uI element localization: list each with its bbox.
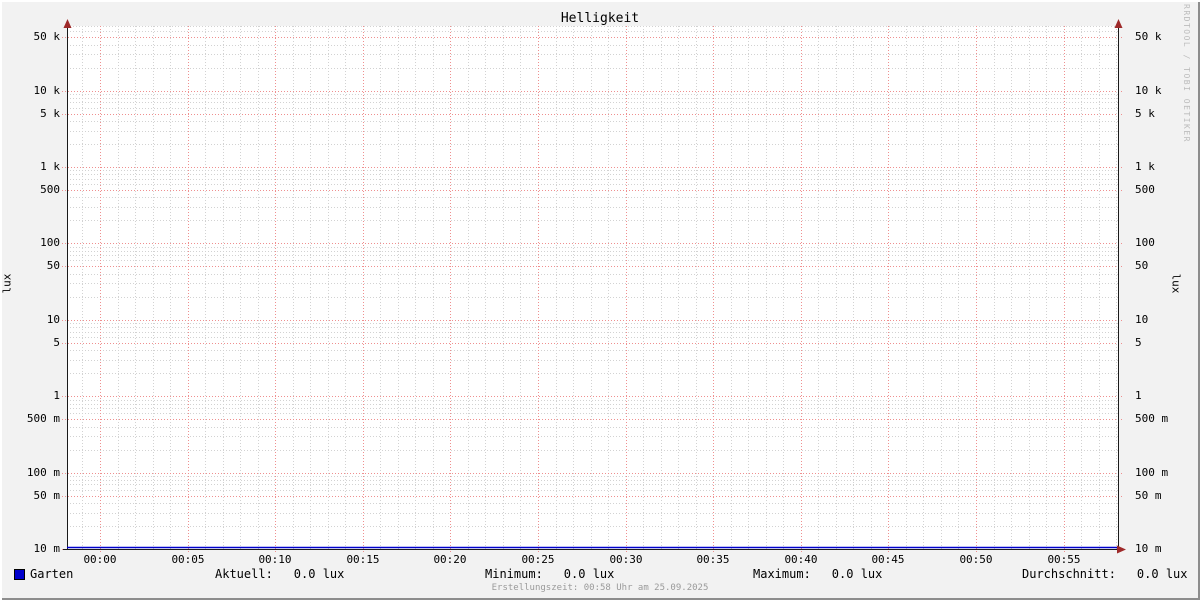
y-tick-label-left: 10 k xyxy=(33,84,61,97)
y-tick-label-right: 10 k xyxy=(1135,84,1162,97)
y-tick-label-left: 50 m xyxy=(33,489,61,502)
y-tick-label-right: 50 k xyxy=(1135,30,1162,43)
y-tick-label-right: 10 xyxy=(1135,313,1149,326)
stat-durchschnitt: Durchschnitt: 0.0 lux xyxy=(1022,567,1188,581)
stat-durchschnitt-label: Durchschnitt: xyxy=(1022,567,1116,581)
y-tick-label-right: 1 k xyxy=(1135,160,1155,173)
y-tick-label-left: 50 k xyxy=(33,30,61,43)
y-tick-label-left: 5 k xyxy=(40,107,60,120)
y-tick-label-left: 50 xyxy=(46,259,60,272)
stat-minimum-label: Minimum: xyxy=(485,567,543,581)
y-tick-label-right: 100 m xyxy=(1135,466,1169,479)
y-tick-label-left: 500 xyxy=(40,183,60,196)
x-tick-label: 00:15 xyxy=(346,553,380,566)
legend-series-name: Garten xyxy=(30,567,74,581)
y-axis-unit-left: lux xyxy=(0,273,14,294)
y-tick-label-left: 100 m xyxy=(26,466,60,479)
stat-aktuell-value: 0.0 lux xyxy=(293,567,345,581)
x-tick-label: 00:00 xyxy=(83,553,117,566)
y-tick-label-right: 1 xyxy=(1135,389,1142,402)
creation-timestamp: Erstellungszeit: 00:58 Uhr am 25.09.2025 xyxy=(491,583,709,593)
y-tick-label-left: 500 m xyxy=(26,412,60,425)
y-tick-label-left: 100 xyxy=(40,236,60,249)
y-tick-label-left: 1 xyxy=(53,389,60,402)
y-tick-label-left: 10 xyxy=(46,313,60,326)
stat-durchschnitt-value: 0.0 lux xyxy=(1136,567,1188,581)
stat-maximum-value: 0.0 lux xyxy=(831,567,883,581)
x-tick-label: 00:40 xyxy=(784,553,818,566)
y-tick-label-right: 100 xyxy=(1135,236,1155,249)
legend-swatch-garten xyxy=(14,569,25,580)
stat-maximum: Maximum: 0.0 lux xyxy=(753,567,882,581)
y-tick-label-left: 10 m xyxy=(33,542,61,555)
x-tick-label: 00:25 xyxy=(521,553,555,566)
y-tick-label-right: 10 m xyxy=(1135,542,1162,555)
y-axis-unit-right: lux xyxy=(1169,273,1183,294)
x-tick-label: 00:30 xyxy=(609,553,643,566)
y-tick-label-right: 50 m xyxy=(1135,489,1162,502)
y-tick-label-right: 5 k xyxy=(1135,107,1155,120)
stat-minimum: Minimum: 0.0 lux xyxy=(485,567,614,581)
y-tick-label-right: 500 m xyxy=(1135,412,1169,425)
x-tick-label: 00:35 xyxy=(696,553,730,566)
rrdtool-watermark: RRDTOOL / TOBI OETIKER xyxy=(1182,4,1191,143)
y-tick-label-right: 50 xyxy=(1135,259,1149,272)
x-tick-label: 00:20 xyxy=(433,553,467,566)
stat-aktuell: Aktuell: 0.0 lux xyxy=(215,567,344,581)
x-tick-label: 00:05 xyxy=(171,553,205,566)
x-tick-label: 00:45 xyxy=(871,553,905,566)
stat-minimum-value: 0.0 lux xyxy=(563,567,615,581)
stat-maximum-label: Maximum: xyxy=(753,567,811,581)
x-tick-label: 00:55 xyxy=(1047,553,1081,566)
stat-aktuell-label: Aktuell: xyxy=(215,567,273,581)
y-tick-label-right: 5 xyxy=(1135,336,1142,349)
y-tick-label-right: 500 xyxy=(1135,183,1155,196)
y-tick-label-left: 5 xyxy=(53,336,60,349)
chart-title: Helligkeit xyxy=(560,11,640,26)
y-tick-label-left: 1 k xyxy=(40,160,60,173)
x-tick-label: 00:50 xyxy=(959,553,993,566)
x-tick-label: 00:10 xyxy=(258,553,292,566)
